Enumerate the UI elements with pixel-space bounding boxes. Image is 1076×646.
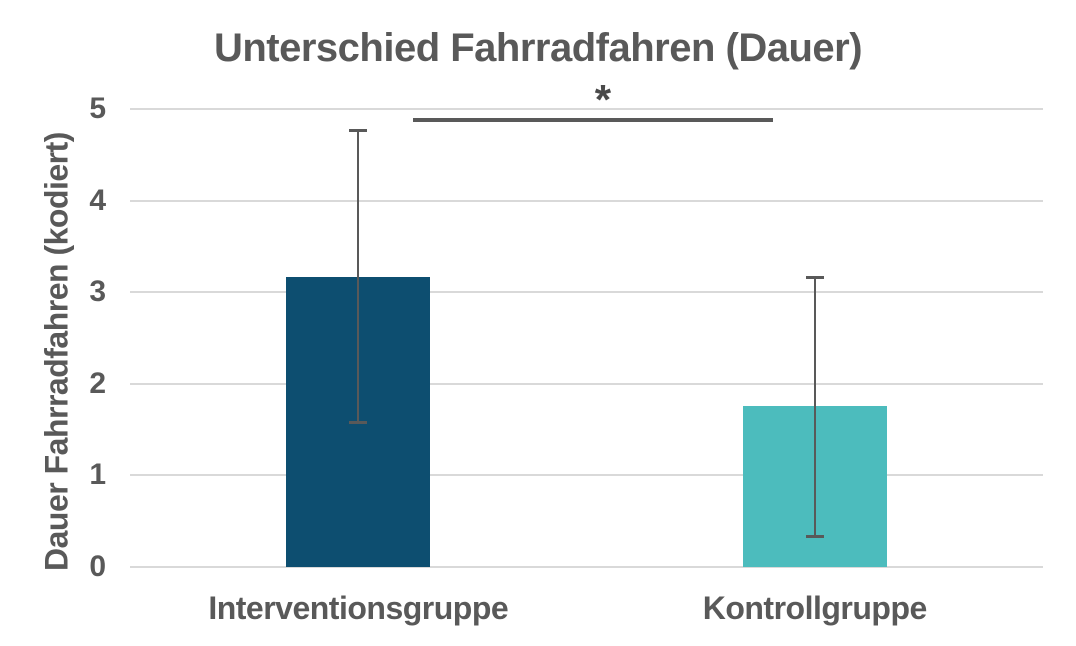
y-tick-label: 1 (89, 458, 106, 492)
gridline (130, 382, 1043, 385)
x-category-label: Interventionsgruppe (208, 590, 509, 626)
significance-label: * (594, 75, 612, 123)
error-bar-cap-top (349, 129, 368, 133)
error-bar-cap-bottom (805, 534, 824, 538)
error-bar-line (813, 276, 816, 537)
error-bar-line (357, 130, 360, 424)
gridline (130, 108, 1043, 110)
gridline (130, 566, 1043, 568)
y-axis-title: Dauer Fahrradfahren (kodiert) (38, 132, 75, 571)
y-tick-label: 4 (89, 183, 106, 217)
gridline (130, 291, 1043, 294)
x-category-label: Kontrollgruppe (702, 590, 928, 626)
significance-line (413, 117, 773, 122)
error-bar-cap-bottom (349, 421, 368, 425)
y-tick-label: 5 (89, 92, 106, 125)
error-bar-cap-top (805, 275, 824, 279)
gridline (130, 474, 1043, 477)
gridline (130, 199, 1043, 202)
y-tick-label: 0 (89, 550, 106, 583)
chart-title: Unterschied Fahrradfahren (Dauer) (213, 26, 863, 70)
y-tick-label: 2 (89, 366, 106, 400)
y-tick-label: 3 (89, 275, 106, 309)
